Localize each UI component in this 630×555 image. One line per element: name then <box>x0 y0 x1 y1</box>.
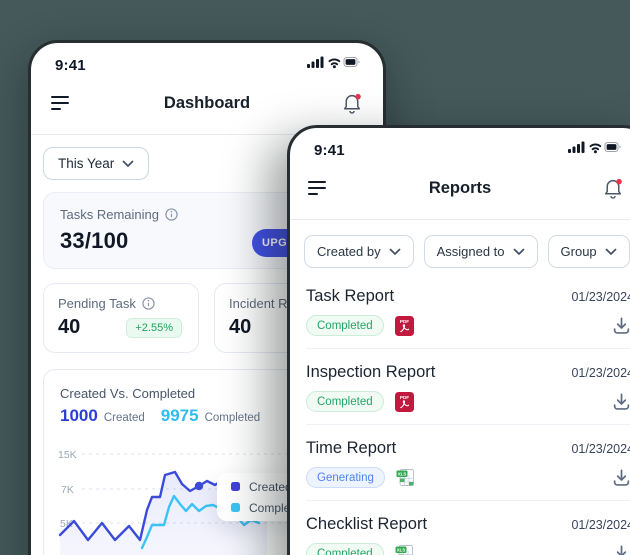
header-divider <box>290 219 630 220</box>
created-total: 1000 <box>60 406 98 425</box>
chart-summary: 1000 Created 9975 Completed <box>60 406 261 425</box>
delta-badge: +2.55% <box>126 317 182 338</box>
signal-wifi-battery-icon <box>568 141 621 154</box>
report-row-time[interactable]: Time Report 01/23/2024 Generating XLS <box>306 425 630 501</box>
app-header: Dashboard <box>31 80 383 126</box>
report-row-checklist[interactable]: Checklist Report 01/23/2024 Completed XL… <box>306 501 630 555</box>
report-date: 01/23/2024 <box>571 366 630 380</box>
svg-text:XLS: XLS <box>396 547 405 552</box>
info-icon[interactable] <box>142 297 155 310</box>
y-tick: 15K <box>58 449 77 461</box>
download-button[interactable] <box>611 315 630 336</box>
download-button[interactable] <box>611 543 630 555</box>
completed-legend-swatch <box>231 503 240 512</box>
report-row-inspection[interactable]: Inspection Report 01/23/2024 Completed P… <box>306 349 630 425</box>
status-badge: Completed <box>306 391 384 412</box>
status-bar: 9:41 <box>290 128 630 159</box>
report-title: Time Report <box>306 439 397 457</box>
report-date: 01/23/2024 <box>571 518 630 532</box>
filter-chip-group[interactable]: Group <box>547 235 630 268</box>
reports-phone: 9:41 Reports <box>287 125 630 555</box>
status-time: 9:41 <box>55 56 86 74</box>
created-legend-label: Created <box>249 479 292 494</box>
pdf-file-icon: PDF <box>394 391 414 412</box>
status-bar: 9:41 <box>31 43 383 74</box>
info-icon[interactable] <box>165 208 178 221</box>
period-filter-dropdown[interactable]: This Year <box>43 147 150 180</box>
app-header: Reports <box>290 165 630 211</box>
completed-total: 9975 <box>160 406 199 425</box>
created-point-marker <box>194 481 204 491</box>
menu-icon[interactable] <box>51 95 71 111</box>
report-date: 01/23/2024 <box>571 442 630 456</box>
report-title: Inspection Report <box>306 363 436 381</box>
notifications-bell-icon[interactable] <box>341 92 363 115</box>
excel-file-icon: XLS <box>396 468 415 487</box>
page-title: Reports <box>428 178 492 197</box>
report-list: Task Report 01/23/2024 Completed PDF Ins… <box>290 273 630 555</box>
created-legend-swatch <box>231 482 240 491</box>
filter-chip-assigned-to[interactable]: Assigned to <box>423 235 538 268</box>
tasks-remaining-label: Tasks Remaining <box>60 207 159 222</box>
signal-wifi-battery-icon <box>307 56 360 69</box>
chevron-down-icon <box>513 248 524 255</box>
created-area <box>60 472 267 555</box>
pending-task-value: 40 <box>58 316 81 338</box>
menu-icon[interactable] <box>308 180 328 196</box>
report-title: Task Report <box>306 287 395 305</box>
status-time: 9:41 <box>314 141 345 159</box>
chevron-down-icon <box>122 160 134 167</box>
notifications-bell-icon[interactable] <box>602 177 624 200</box>
tasks-remaining-value: 33/100 <box>60 228 129 253</box>
excel-file-icon: XLS <box>395 544 414 555</box>
report-filters: Created by Assigned to Group Status <box>290 235 630 268</box>
y-tick: 7K <box>61 484 74 496</box>
status-icons <box>568 141 622 159</box>
pending-task-card: Pending Task 40 +2.55% <box>43 283 199 353</box>
chevron-down-icon <box>389 248 400 255</box>
download-button[interactable] <box>611 391 630 412</box>
status-icons <box>307 56 361 74</box>
status-badge: Generating <box>306 467 385 488</box>
svg-text:PDF: PDF <box>400 394 409 399</box>
report-row-task[interactable]: Task Report 01/23/2024 Completed PDF <box>306 273 630 349</box>
download-button[interactable] <box>611 467 630 488</box>
filter-chip-created-by[interactable]: Created by <box>304 235 414 268</box>
report-date: 01/23/2024 <box>571 290 630 304</box>
pdf-file-icon: PDF <box>394 315 414 336</box>
svg-text:PDF: PDF <box>400 318 409 323</box>
incident-reported-value: 40 <box>229 316 252 338</box>
chevron-down-icon <box>605 248 617 255</box>
header-divider <box>31 134 383 135</box>
status-badge: Completed <box>306 315 384 336</box>
page-title: Dashboard <box>163 93 251 112</box>
chart-title: Created Vs. Completed <box>60 386 196 401</box>
pending-task-label: Pending Task <box>58 296 136 311</box>
status-badge: Completed <box>306 543 384 555</box>
svg-text:XLS: XLS <box>398 471 407 476</box>
report-title: Checklist Report <box>306 515 428 533</box>
